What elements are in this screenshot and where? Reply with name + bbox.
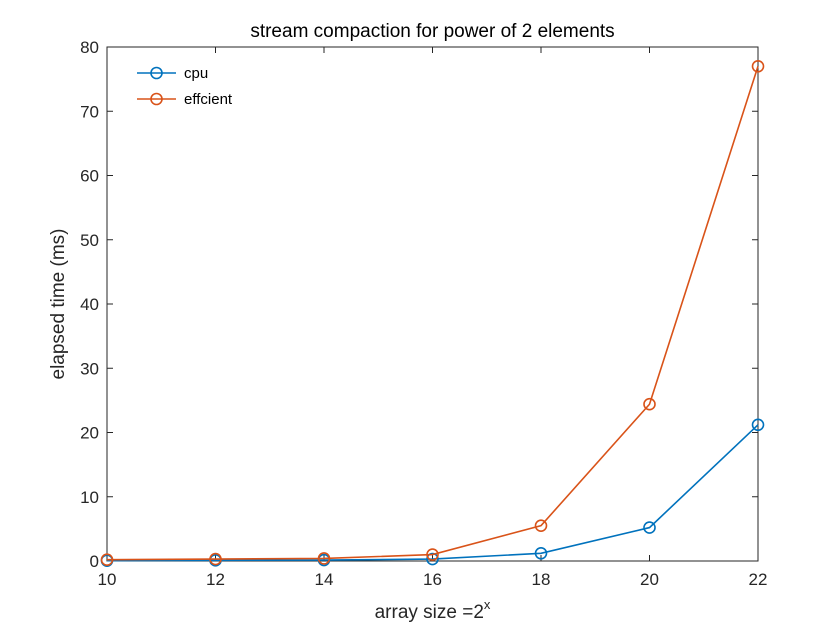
y-tick-label: 80: [80, 38, 99, 57]
data-point-effcient: [317, 552, 331, 565]
x-tick-label: 12: [206, 570, 225, 589]
chart-title: stream compaction for power of 2 element…: [250, 21, 614, 42]
series-effcient: [100, 59, 765, 567]
x-axis: 10 12 14 16 18 20 22: [98, 47, 768, 589]
legend-marker: [150, 92, 163, 106]
data-point-cpu: [426, 552, 439, 566]
x-tick-label: 22: [749, 570, 768, 589]
data-point-effcient: [534, 519, 548, 532]
x-tick-label: 14: [315, 570, 334, 589]
y-tick-label: 0: [90, 552, 99, 571]
legend-label: cpu: [184, 65, 208, 82]
y-tick-label: 60: [80, 167, 99, 186]
plot-area: [106, 46, 759, 562]
data-point-effcient: [209, 552, 222, 566]
x-tick-label: 16: [423, 570, 442, 589]
legend: cpu effcient: [137, 65, 233, 108]
data-point-cpu: [534, 546, 548, 560]
x-axis-title-base: array size =2: [375, 602, 484, 623]
y-tick-label: 50: [80, 231, 99, 250]
data-point-cpu: [751, 418, 765, 432]
y-axis: 0 10 20 30 40 50 60 70 80: [80, 38, 758, 571]
x-tick-label: 10: [98, 570, 117, 589]
data-point-effcient: [643, 397, 656, 411]
y-tick-label: 70: [80, 102, 99, 121]
data-point-cpu: [643, 521, 656, 534]
data-point-effcient: [100, 553, 114, 567]
series-line-cpu: [106, 424, 759, 562]
data-point-effcient: [751, 59, 765, 73]
y-tick-label: 20: [80, 424, 99, 443]
x-tick-label: 18: [532, 570, 551, 589]
y-tick-label: 40: [80, 295, 99, 314]
y-tick-label: 30: [80, 359, 99, 378]
series-layer: [100, 59, 765, 567]
legend-item-cpu: cpu: [137, 65, 208, 82]
axes-box: [106, 46, 759, 562]
legend-marker: [150, 66, 163, 80]
y-tick-label: 10: [80, 488, 99, 507]
y-axis-title: elapsed time (ms): [48, 229, 69, 380]
x-axis-title: array size =2x: [375, 597, 491, 623]
x-tick-label: 20: [640, 570, 659, 589]
legend-label: effcient: [184, 91, 233, 108]
legend-item-effcient: effcient: [137, 91, 233, 108]
data-point-effcient: [426, 548, 439, 561]
series-line-effcient: [106, 66, 759, 561]
x-axis-title-superscript: x: [484, 597, 491, 612]
